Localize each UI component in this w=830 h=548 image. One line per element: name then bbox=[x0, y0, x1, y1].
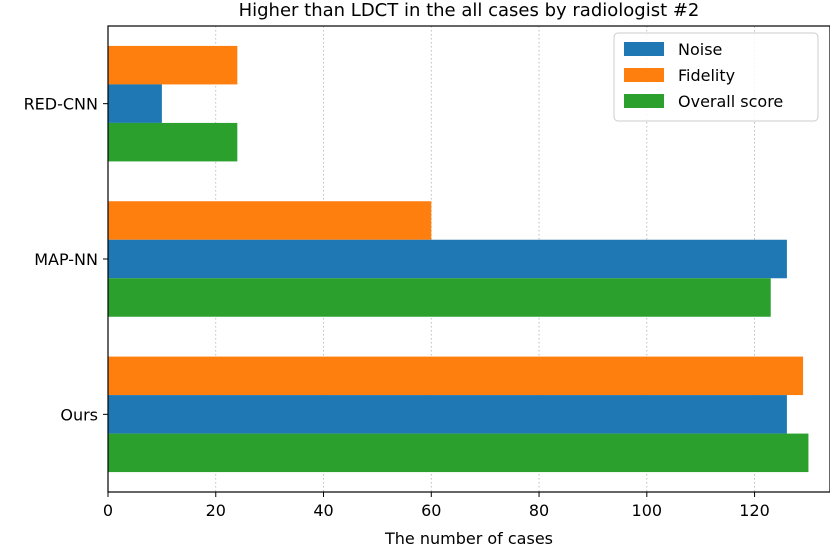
bar-noise-map-nn bbox=[108, 239, 787, 279]
x-tick-label: 40 bbox=[313, 501, 333, 520]
bar-overall-score-red-cnn bbox=[108, 122, 238, 162]
y-tick-label: MAP-NN bbox=[34, 250, 98, 269]
bar-noise-red-cnn bbox=[108, 84, 162, 123]
legend-label: Overall score bbox=[678, 92, 783, 111]
bar-fidelity-map-nn bbox=[108, 201, 432, 240]
bars bbox=[108, 45, 809, 473]
legend-swatch bbox=[624, 94, 664, 108]
bar-overall-score-map-nn bbox=[108, 278, 771, 317]
bar-noise-ours bbox=[108, 395, 787, 434]
legend-label: Fidelity bbox=[678, 66, 735, 85]
x-tick-label: 80 bbox=[529, 501, 549, 520]
legend-label: Noise bbox=[678, 40, 722, 59]
y-tick-label: Ours bbox=[60, 405, 98, 424]
y-tick-label: RED-CNN bbox=[24, 95, 98, 114]
chart-title: Higher than LDCT in the all cases by rad… bbox=[239, 0, 700, 21]
x-tick-label: 20 bbox=[206, 501, 226, 520]
x-axis-title: The number of cases bbox=[384, 529, 553, 548]
bar-fidelity-red-cnn bbox=[108, 45, 238, 85]
legend: Noise Fidelity Overall score bbox=[613, 32, 819, 122]
x-tick-label: 0 bbox=[103, 501, 113, 520]
x-tick-label: 100 bbox=[632, 501, 663, 520]
legend-swatch bbox=[624, 42, 664, 56]
bar-fidelity-ours bbox=[108, 356, 804, 396]
legend-box bbox=[613, 32, 819, 122]
legend-swatch bbox=[624, 68, 664, 82]
x-axis: 0 20 40 60 80 100 120 bbox=[103, 492, 770, 520]
y-axis: Ours MAP-NN RED-CNN bbox=[24, 95, 108, 424]
bar-overall-score-ours bbox=[108, 433, 809, 473]
x-tick-label: 60 bbox=[421, 501, 441, 520]
x-tick-label: 120 bbox=[739, 501, 770, 520]
